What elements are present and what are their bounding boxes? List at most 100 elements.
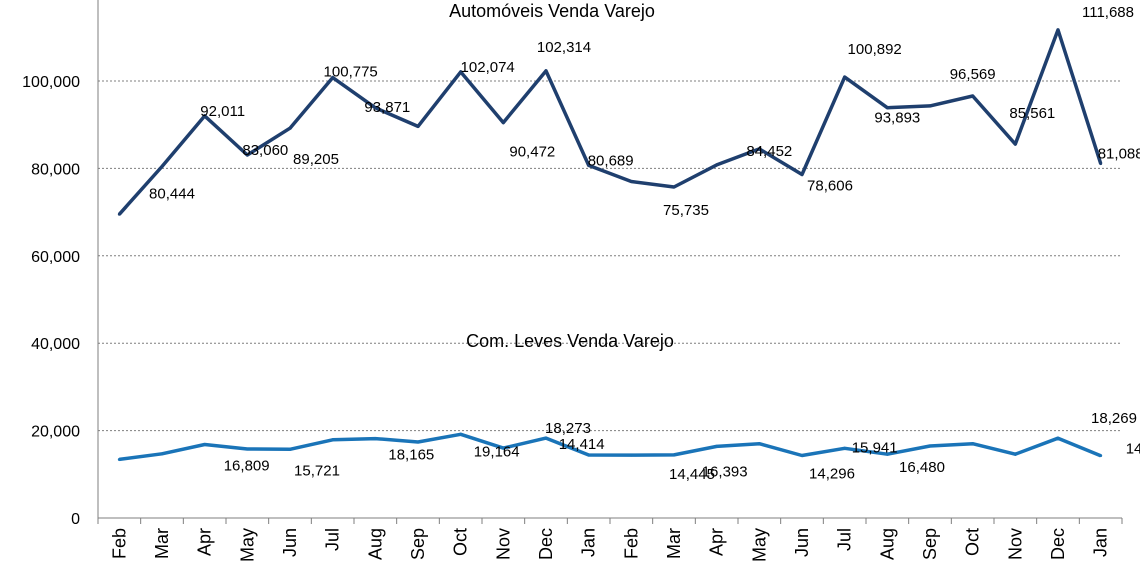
series-line-0 xyxy=(117,28,1103,216)
data-point xyxy=(373,437,377,441)
data-point xyxy=(885,452,889,456)
x-tick-label: Mar xyxy=(664,528,684,559)
data-label: 18,165 xyxy=(388,447,434,464)
x-tick-label: Nov xyxy=(493,528,513,560)
data-label: 100,892 xyxy=(848,41,902,58)
data-point xyxy=(885,106,889,110)
data-point xyxy=(117,212,121,216)
x-tick-label: Jun xyxy=(792,528,812,557)
x-tick-label: Oct xyxy=(963,528,983,556)
data-point xyxy=(501,446,505,450)
data-point xyxy=(1013,142,1017,146)
data-label: 15,941 xyxy=(852,439,898,456)
series-line-1 xyxy=(119,432,1102,462)
data-label: 19,164 xyxy=(474,443,520,460)
data-point xyxy=(459,70,463,74)
data-point xyxy=(587,163,591,167)
data-point xyxy=(971,94,975,98)
data-point xyxy=(715,444,719,448)
data-label: 14,296 xyxy=(809,466,855,483)
x-tick-label: Feb xyxy=(621,528,641,559)
y-tick-label: 20,000 xyxy=(31,424,80,441)
data-label: 18,273 xyxy=(545,420,591,437)
data-point xyxy=(203,443,207,447)
data-point xyxy=(160,452,164,456)
data-point xyxy=(928,104,932,108)
data-label: 111,688 xyxy=(1082,4,1134,21)
data-point xyxy=(715,163,719,167)
data-label: 16,480 xyxy=(899,459,945,476)
x-tick-label: Sep xyxy=(920,528,940,560)
data-label: 14,445 xyxy=(669,466,715,483)
data-point xyxy=(416,440,420,444)
data-point xyxy=(544,436,548,440)
x-tick-label: Feb xyxy=(109,528,129,559)
data-label: 78,606 xyxy=(807,177,853,194)
data-point xyxy=(672,453,676,457)
data-label: 96,569 xyxy=(950,66,996,83)
data-point xyxy=(544,69,548,73)
data-label: 15,721 xyxy=(294,462,340,479)
data-point xyxy=(757,147,761,151)
x-tick-label: Jan xyxy=(579,528,599,557)
x-tick-label: Oct xyxy=(451,528,471,556)
data-point xyxy=(416,124,420,128)
data-point xyxy=(971,442,975,446)
data-point xyxy=(1056,436,1060,440)
x-tick-label: Dec xyxy=(536,528,556,560)
data-point xyxy=(1099,454,1103,458)
data-point xyxy=(629,180,633,184)
data-label: 89,205 xyxy=(293,151,339,168)
data-point xyxy=(501,121,505,125)
data-point xyxy=(203,114,207,118)
grid-layer xyxy=(98,80,1122,432)
data-point xyxy=(800,172,804,176)
data-label: 80,689 xyxy=(588,152,634,169)
data-label: 16,393 xyxy=(702,463,748,480)
data-label: 80,444 xyxy=(149,185,195,202)
x-tick-label: Jul xyxy=(323,528,343,551)
data-point xyxy=(800,454,804,458)
data-point xyxy=(843,446,847,450)
data-label: 83,060 xyxy=(242,142,288,159)
y-tick-label: 0 xyxy=(71,511,80,528)
x-tick-label: Apr xyxy=(707,528,727,556)
x-tick-label: Aug xyxy=(877,528,897,560)
data-point xyxy=(1099,162,1103,166)
y-tick-label: 40,000 xyxy=(31,336,80,353)
data-label: 18,269 xyxy=(1091,410,1137,427)
data-point xyxy=(245,153,249,157)
series-layer xyxy=(117,28,1103,462)
x-tick-label: Mar xyxy=(152,528,172,559)
x-tick-label: Jan xyxy=(1091,528,1111,557)
data-point xyxy=(160,164,164,168)
y-tick-label: 100,000 xyxy=(22,74,80,91)
series-title-com-leves: Com. Leves Venda Varejo xyxy=(466,331,674,351)
data-label: 81,088 xyxy=(1098,146,1140,163)
data-label: 85,561 xyxy=(1009,105,1055,122)
data-label: 14,414 xyxy=(559,436,605,453)
data-label: 14,267 xyxy=(1126,441,1140,458)
data-point xyxy=(245,447,249,451)
data-point xyxy=(288,126,292,130)
data-point xyxy=(757,442,761,446)
y-tick-label: 80,000 xyxy=(31,161,80,178)
axis-layer: 0 20,000 40,000 60,000 80,000 100,000 Feb Mar Ap… xyxy=(22,0,1123,562)
y-tick-label: 60,000 xyxy=(31,249,80,266)
data-label: 93,871 xyxy=(364,99,410,116)
x-tick-label: Aug xyxy=(365,528,385,560)
data-label: 93,893 xyxy=(874,110,920,127)
x-tick-label: Jul xyxy=(835,528,855,551)
x-tick-label: Sep xyxy=(408,528,428,560)
data-point xyxy=(928,444,932,448)
data-label: 16,809 xyxy=(224,458,270,475)
data-label: 84,452 xyxy=(746,143,792,160)
data-point xyxy=(672,185,676,189)
x-tick-label: Apr xyxy=(195,528,215,556)
x-tick-label: May xyxy=(749,528,769,562)
x-tick-label: May xyxy=(237,528,257,562)
data-label: 102,314 xyxy=(537,39,591,56)
data-point xyxy=(459,432,463,436)
data-point xyxy=(1013,452,1017,456)
